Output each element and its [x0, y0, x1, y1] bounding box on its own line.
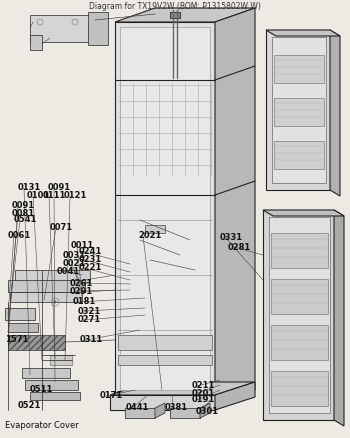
Text: 0191: 0191: [192, 396, 215, 405]
Text: 0231: 0231: [79, 255, 102, 265]
Text: 0541: 0541: [14, 215, 37, 225]
Text: 0101: 0101: [27, 191, 50, 201]
Text: 0381: 0381: [165, 403, 188, 413]
Polygon shape: [271, 279, 328, 314]
Text: 0331: 0331: [220, 233, 243, 243]
Polygon shape: [266, 30, 340, 36]
Text: 0441: 0441: [126, 403, 149, 413]
Polygon shape: [10, 292, 82, 302]
Polygon shape: [170, 12, 180, 18]
Polygon shape: [50, 355, 72, 365]
Text: 0241: 0241: [79, 247, 102, 257]
Text: 0061: 0061: [8, 230, 31, 240]
Text: 0131: 0131: [18, 184, 41, 192]
Polygon shape: [15, 270, 90, 282]
Text: 0521: 0521: [18, 402, 41, 410]
Text: 0171: 0171: [100, 392, 123, 400]
Polygon shape: [30, 392, 80, 400]
Polygon shape: [274, 98, 324, 126]
Polygon shape: [266, 30, 330, 190]
Polygon shape: [263, 210, 334, 420]
Text: 0211: 0211: [192, 381, 215, 391]
Polygon shape: [125, 408, 155, 418]
Polygon shape: [274, 55, 324, 83]
Text: 0511: 0511: [30, 385, 53, 395]
Polygon shape: [110, 382, 255, 395]
Polygon shape: [145, 225, 165, 233]
Polygon shape: [215, 8, 255, 400]
Polygon shape: [271, 325, 328, 360]
Text: 0311: 0311: [80, 336, 103, 345]
Text: 0081: 0081: [12, 208, 35, 218]
Text: 0031: 0031: [63, 251, 86, 259]
Polygon shape: [8, 280, 85, 292]
Polygon shape: [271, 233, 328, 268]
Polygon shape: [115, 22, 215, 400]
Text: 0071: 0071: [50, 223, 73, 233]
Text: 0301: 0301: [196, 407, 219, 417]
Polygon shape: [88, 12, 108, 45]
Text: 0091: 0091: [48, 184, 71, 192]
Text: 0181: 0181: [73, 297, 96, 307]
Text: 0021: 0021: [63, 258, 86, 268]
Text: 0321: 0321: [78, 307, 101, 315]
Polygon shape: [115, 8, 255, 22]
Polygon shape: [271, 371, 328, 406]
Polygon shape: [5, 308, 35, 320]
Polygon shape: [263, 210, 344, 216]
Polygon shape: [274, 141, 324, 169]
Polygon shape: [200, 403, 210, 418]
Polygon shape: [272, 37, 326, 183]
Circle shape: [54, 300, 56, 304]
Text: 0291: 0291: [70, 286, 93, 296]
Text: 0281: 0281: [228, 243, 251, 251]
Polygon shape: [8, 335, 65, 350]
Text: 0041: 0041: [57, 266, 80, 276]
Polygon shape: [170, 408, 200, 418]
Text: 0261: 0261: [70, 279, 93, 287]
Text: 1571: 1571: [5, 336, 28, 345]
Polygon shape: [118, 335, 212, 350]
Polygon shape: [120, 27, 210, 390]
Polygon shape: [334, 210, 344, 426]
Text: 0011: 0011: [71, 240, 94, 250]
Text: 0121: 0121: [64, 191, 88, 201]
Text: 0111: 0111: [43, 191, 66, 201]
Polygon shape: [215, 382, 255, 410]
Text: 0271: 0271: [78, 315, 101, 325]
Polygon shape: [22, 368, 70, 378]
Polygon shape: [118, 355, 212, 365]
Text: Evaporator Cover: Evaporator Cover: [5, 420, 79, 430]
Text: 0221: 0221: [79, 264, 102, 272]
Polygon shape: [269, 217, 330, 413]
Polygon shape: [155, 403, 165, 418]
Text: 2021: 2021: [138, 232, 161, 240]
Text: 0091: 0091: [12, 201, 35, 211]
Polygon shape: [30, 35, 42, 50]
Polygon shape: [30, 15, 95, 42]
Polygon shape: [8, 337, 32, 348]
Text: 0201: 0201: [192, 389, 215, 398]
Text: Diagram for TX19V2W (BOM: P1315802W W): Diagram for TX19V2W (BOM: P1315802W W): [89, 2, 261, 11]
Polygon shape: [25, 380, 78, 390]
Polygon shape: [110, 395, 215, 410]
Polygon shape: [8, 323, 38, 332]
Polygon shape: [330, 30, 340, 196]
